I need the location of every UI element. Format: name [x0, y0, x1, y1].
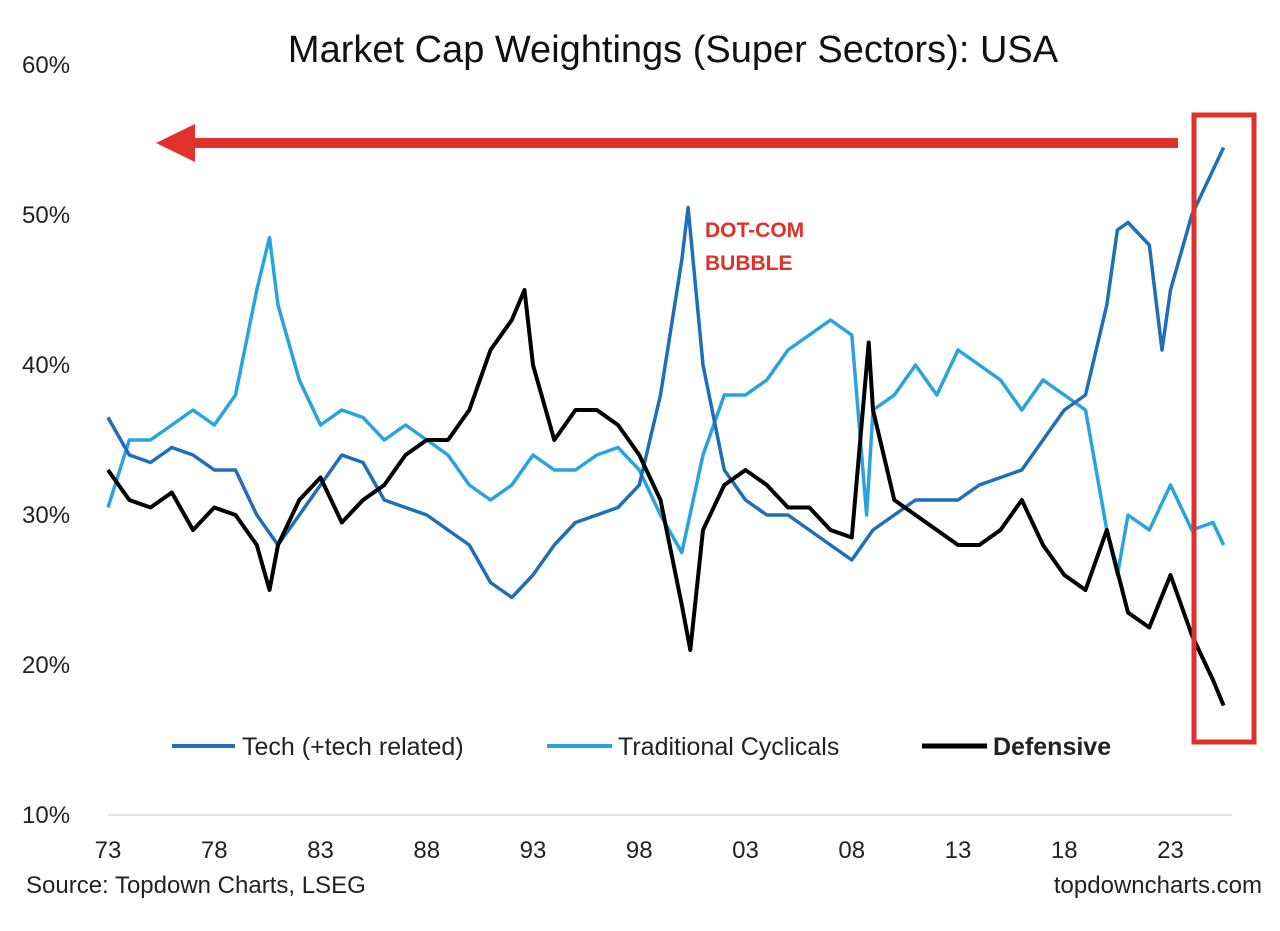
x-tick-label: 98 [626, 837, 653, 864]
y-tick-label: 30% [22, 502, 70, 529]
x-tick-label: 03 [732, 837, 759, 864]
y-tick-label: 10% [22, 802, 70, 829]
legend-label-defensive: Defensive [993, 733, 1111, 761]
red-arrow [156, 124, 1178, 162]
x-tick-label: 23 [1157, 837, 1184, 864]
series-line-tech [106, 146, 1226, 600]
y-axis: 10% 20% 30% 40% 50% 60% [22, 52, 70, 829]
x-tick-label: 88 [413, 837, 440, 864]
chart-title: Market Cap Weightings (Super Sectors): U… [288, 29, 1059, 71]
series-line-cyclicals [106, 235, 1226, 577]
y-tick-label: 40% [22, 352, 70, 379]
x-tick-label: 08 [838, 837, 865, 864]
x-tick-label: 18 [1051, 837, 1078, 864]
x-tick-label: 78 [201, 837, 228, 864]
legend-label-cyclicals: Traditional Cyclicals [618, 733, 839, 761]
series-lines [106, 146, 1226, 707]
x-axis: 73 78 83 88 93 98 03 08 13 18 23 [95, 837, 1184, 864]
x-tick-label: 93 [520, 837, 547, 864]
watermark: topdowncharts.com [1054, 872, 1262, 899]
source-note: Source: Topdown Charts, LSEG [26, 872, 366, 899]
y-tick-label: 20% [22, 652, 70, 679]
highlight-box [1191, 112, 1257, 745]
x-tick-label: 73 [95, 837, 122, 864]
annotation-dotcom: DOT-COM [705, 219, 804, 242]
x-tick-label: 13 [945, 837, 972, 864]
y-tick-label: 60% [22, 52, 70, 79]
annotation-bubble: BUBBLE [705, 252, 793, 275]
series-line-defensive [106, 288, 1226, 707]
legend-label-tech: Tech (+tech related) [242, 733, 464, 761]
legend: Tech (+tech related) Traditional Cyclica… [172, 733, 1111, 761]
x-tick-label: 83 [307, 837, 334, 864]
y-tick-label: 50% [22, 202, 70, 229]
